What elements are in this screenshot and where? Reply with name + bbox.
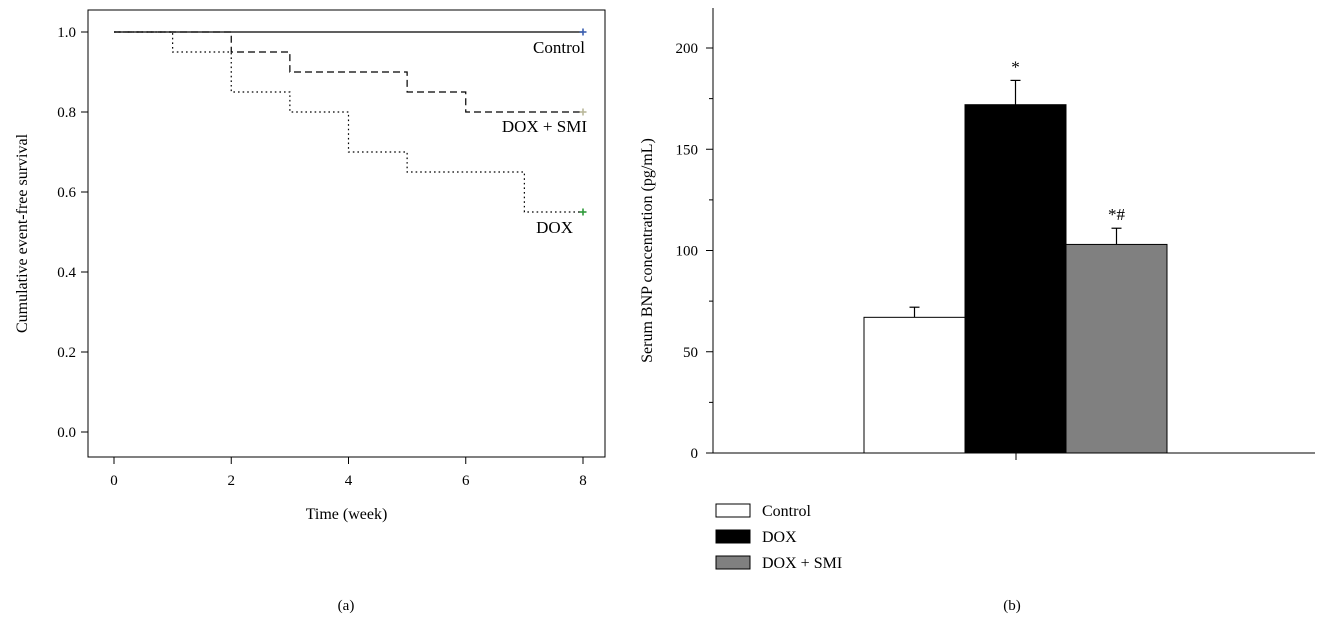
survival-x-axis-title: Time (week) xyxy=(306,506,388,523)
legend-swatch xyxy=(715,555,751,570)
survival-line-dox-smi xyxy=(114,31,583,113)
survival-y-ticks: 0.0 0.2 0.4 0.6 0.8 1.0 xyxy=(57,25,88,441)
bnp-y-tick-label: 50 xyxy=(683,345,698,361)
legend-swatch xyxy=(715,503,751,518)
survival-x-tick-label: 8 xyxy=(579,473,587,489)
survival-x-tick-label: 6 xyxy=(462,473,470,489)
survival-y-tick-label: 0.6 xyxy=(57,185,76,201)
bnp-y-tick-label: 0 xyxy=(691,446,699,462)
panel-label-b: (b) xyxy=(1003,598,1021,614)
survival-y-tick-label: 0.4 xyxy=(57,265,76,281)
survival-axes-frame xyxy=(87,9,606,458)
legend-swatch xyxy=(715,529,751,544)
series-label: DOX xyxy=(536,218,573,237)
survival-x-tick-label: 2 xyxy=(228,473,236,489)
bar-dox xyxy=(964,104,1067,454)
bnp-y-ticks: 0 50 100 150 200 xyxy=(676,41,1017,462)
survival-y-tick-label: 1.0 xyxy=(57,25,76,41)
survival-y-tick-label: 0.8 xyxy=(57,105,76,121)
legend-label: Control xyxy=(762,503,811,520)
survival-series-labels: Control DOX + SMI DOX xyxy=(502,38,587,237)
bnp-y-tick-label: 150 xyxy=(676,142,699,158)
survival-x-tick-label: 4 xyxy=(345,473,353,489)
survival-y-tick-label: 0.2 xyxy=(57,345,76,361)
bar-control xyxy=(863,316,966,454)
bar-dox-smi xyxy=(1065,243,1168,454)
survival-x-ticks: 0 2 4 6 8 xyxy=(110,457,587,489)
bnp-y-tick-label: 200 xyxy=(676,41,699,57)
significance-mark: *# xyxy=(1108,205,1126,224)
bnp-bar-chart: 0 50 100 150 200 * *# Control DOX DOX + SMI Ser… xyxy=(639,8,1315,614)
significance-mark: * xyxy=(1011,57,1020,76)
series-label: DOX + SMI xyxy=(502,117,587,136)
bnp-bars: * *# xyxy=(863,57,1168,454)
legend-label: DOX + SMI xyxy=(762,555,842,572)
series-label: Control xyxy=(533,38,585,57)
bnp-y-tick-label: 100 xyxy=(676,244,699,260)
bnp-legend: Control DOX DOX + SMI xyxy=(715,503,842,572)
survival-series xyxy=(114,28,587,216)
survival-y-axis-title: Cumulative event-free survival xyxy=(14,133,31,333)
panel-label-a: (a) xyxy=(338,598,355,614)
survival-line-dox xyxy=(114,31,583,213)
survival-y-tick-label: 0.0 xyxy=(57,425,76,441)
legend-label: DOX xyxy=(762,529,797,546)
survival-chart: 0 2 4 6 8 0.0 0.2 0.4 0.6 0.8 1.0 Control DOX + SM… xyxy=(14,9,606,614)
survival-x-tick-label: 0 xyxy=(110,473,118,489)
bnp-y-axis-title: Serum BNP concentration (pg/mL) xyxy=(639,138,656,363)
